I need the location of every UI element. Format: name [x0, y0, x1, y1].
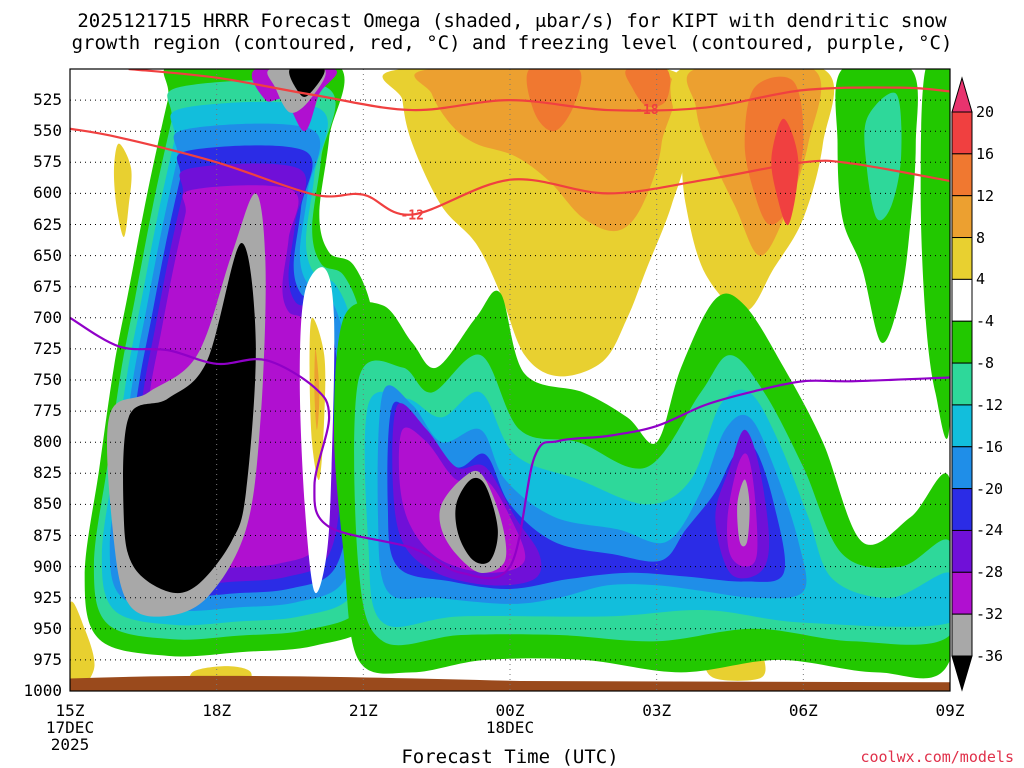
colorbar-bin: [951, 278, 973, 322]
y-tick-label: 850: [33, 494, 62, 514]
y-tick-label: 575: [33, 152, 62, 172]
colorbar-bin: [951, 320, 973, 364]
y-tick-label: 525: [33, 90, 62, 110]
contour-label: -12: [400, 209, 423, 224]
y-tick-label: 750: [33, 370, 62, 389]
colorbar-label: -12: [976, 395, 1004, 414]
y-tick-label: 700: [33, 307, 62, 327]
y-tick-label: 1000: [23, 681, 62, 700]
colorbar-bin: [951, 237, 973, 280]
x-tick-label: 18Z: [202, 701, 232, 720]
terrain-strip: [70, 675, 950, 691]
colorbar-bin: [951, 571, 973, 615]
y-tick-label: 775: [33, 401, 62, 421]
y-tick-label: 900: [33, 556, 62, 576]
colorbar-bin: [951, 153, 973, 197]
negative-area: [455, 477, 498, 564]
y-tick-label: 825: [33, 463, 62, 483]
colorbar-label: 12: [976, 186, 995, 205]
colorbar-label: -20: [976, 479, 1004, 498]
positive-area: [70, 601, 95, 691]
omega-shaded-field: [70, 69, 950, 691]
colorbar-label: -36: [976, 647, 1004, 665]
y-tick-label: 800: [33, 432, 62, 452]
positive-area: [625, 69, 671, 108]
colorbar-label: 20: [976, 103, 995, 121]
contour-line-2: [70, 316, 950, 580]
x-tick-label: 15Z 17DEC 2025: [45, 701, 95, 754]
contour-line-0: [128, 69, 950, 112]
credit-text: coolwx.com/models: [860, 748, 1014, 766]
x-tick-label: 21Z: [348, 701, 378, 720]
colorbar-label: -24: [976, 521, 1004, 540]
contour-label: -18: [635, 103, 659, 118]
negative-area: [123, 243, 256, 594]
colorbar-label: 8: [976, 228, 986, 247]
colorbar-bin: [951, 362, 973, 406]
colorbar-bin: [951, 613, 973, 657]
x-tick-label: 00Z 18DEC: [485, 701, 535, 737]
plot-frame: [69, 68, 951, 692]
negative-area: [289, 69, 325, 97]
x-tick-label: 06Z: [788, 701, 818, 720]
y-tick-label: 875: [33, 525, 62, 545]
negative-area: [920, 69, 950, 439]
colorbar-label: -8: [976, 354, 995, 373]
y-tick-label: 950: [33, 618, 62, 638]
colorbar-bin: [951, 195, 973, 239]
colorbar-bin: [951, 76, 973, 113]
y-tick-label: 675: [33, 276, 62, 296]
colorbar-label: -4: [976, 312, 995, 331]
contour-line-1: [70, 127, 950, 216]
colorbar-label: -16: [976, 437, 1004, 456]
x-tick-label: 09Z: [935, 701, 965, 720]
positive-area: [113, 143, 132, 237]
colorbar: [951, 76, 973, 692]
x-axis-title: Forecast Time (UTC): [401, 746, 619, 768]
y-tick-label: 550: [33, 121, 62, 141]
negative-area: [864, 92, 902, 221]
colorbar-label: 16: [976, 144, 995, 163]
positive-area: [526, 69, 582, 132]
y-tick-label: 725: [33, 338, 62, 358]
colorbar-bin: [951, 655, 973, 692]
negative-area: [737, 479, 750, 547]
y-tick-label: 600: [33, 183, 62, 203]
colorbar-label: 4: [976, 270, 986, 289]
y-tick-label: 650: [33, 245, 62, 265]
colorbar-label: -32: [976, 605, 1004, 624]
y-tick-label: 975: [33, 649, 62, 669]
contours: -18 -12: [70, 69, 950, 580]
y-tick-label: 925: [33, 587, 62, 607]
chart-title-line2: growth region (contoured, red, °C) and f…: [71, 32, 953, 54]
positive-area: [771, 118, 799, 226]
colorbar-bin: [951, 488, 973, 531]
colorbar-bin: [951, 111, 973, 155]
colorbar-label: -28: [976, 563, 1004, 582]
chart-title-line1: 2025121715 HRRR Forecast Omega (shaded, …: [77, 10, 947, 32]
colorbar-bin: [951, 529, 973, 573]
colorbar-bin: [951, 404, 973, 448]
y-tick-label: 625: [33, 214, 62, 234]
colorbar-bin: [951, 446, 973, 490]
x-tick-label: 03Z: [642, 701, 672, 720]
